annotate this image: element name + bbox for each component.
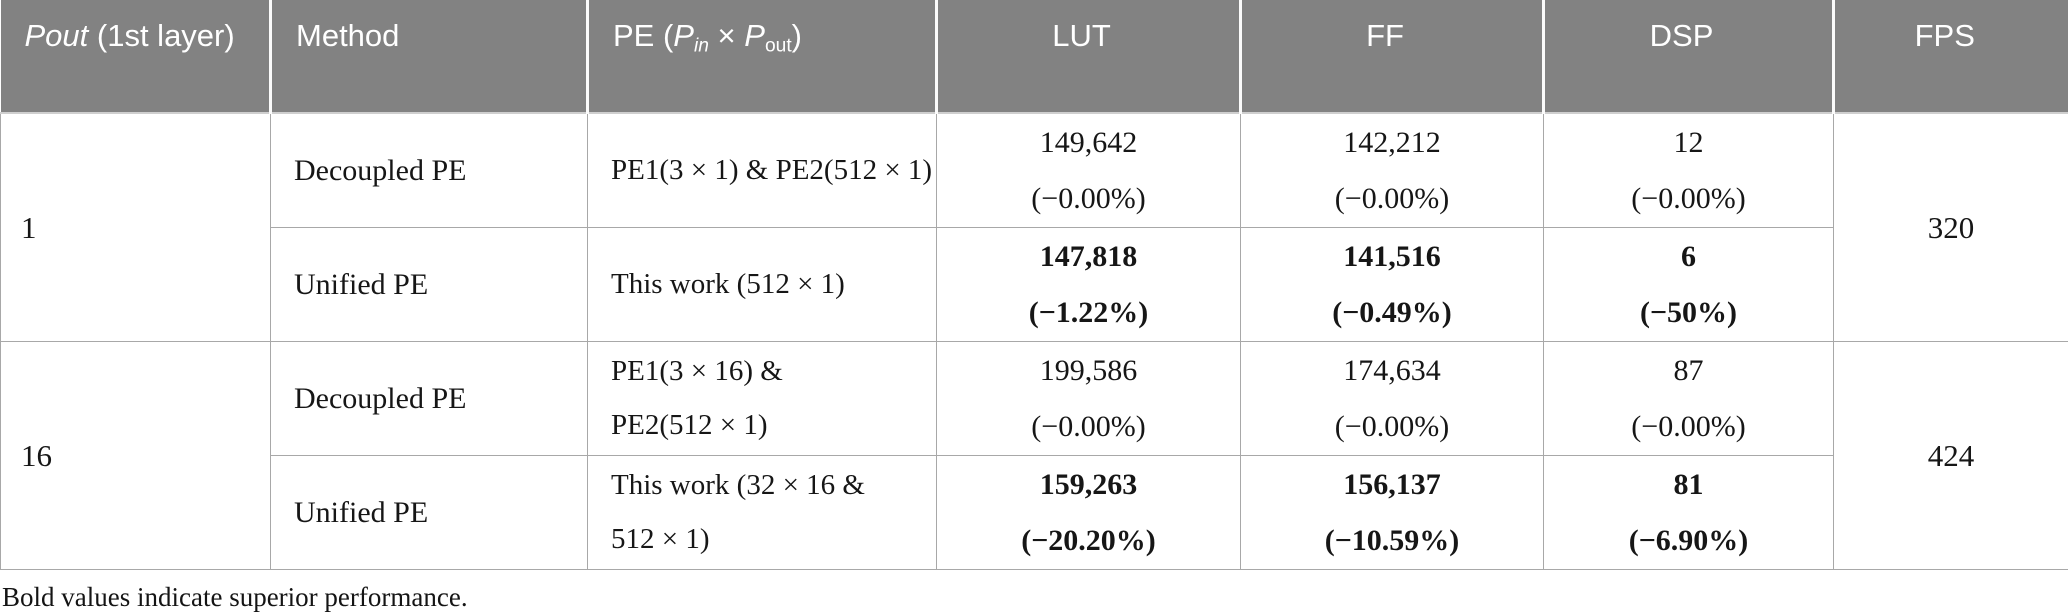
column-header-method: Method xyxy=(269,0,588,114)
pe-line1: PE1(3 × 1) & PE2(512 × 1) xyxy=(611,153,933,186)
column-header-ff: FF xyxy=(1239,0,1544,114)
pe-line1: PE1(3 × 16) & xyxy=(611,354,783,387)
lut-value: 147,818 xyxy=(1039,240,1138,273)
pout-header-rest: (1st layer) xyxy=(88,18,235,53)
dsp-cell: 6 (−50%) xyxy=(1543,227,1834,342)
method-cell: Unified PE xyxy=(270,227,588,342)
lut-cell: 159,263 (−20.20%) xyxy=(936,455,1241,570)
lut-percent: (−20.20%) xyxy=(1021,523,1156,557)
column-header-dsp: DSP xyxy=(1542,0,1834,114)
dsp-cell: 87 (−0.00%) xyxy=(1543,341,1834,456)
pe-line1: This work (32 × 16 & xyxy=(611,468,865,501)
method-cell: Decoupled PE xyxy=(270,112,588,228)
method-cell: Unified PE xyxy=(270,455,588,570)
lut-value: 199,586 xyxy=(1039,354,1138,387)
ff-value: 156,137 xyxy=(1343,468,1441,501)
ff-value: 142,212 xyxy=(1343,126,1441,159)
lut-cell: 147,818 (−1.22%) xyxy=(936,227,1241,342)
ff-cell: 174,634 (−0.00%) xyxy=(1240,341,1544,456)
table-footnote: Bold values indicate superior performanc… xyxy=(2,582,468,612)
ff-cell: 142,212 (−0.00%) xyxy=(1240,112,1544,228)
lut-cell: 199,586 (−0.00%) xyxy=(936,341,1241,456)
lut-percent: (−0.00%) xyxy=(1031,181,1146,215)
dsp-value: 87 xyxy=(1673,354,1704,387)
pe-header-suffix: ) xyxy=(791,18,802,53)
table-row: 1 Decoupled PE PE1(3 × 1) & PE2(512 × 1)… xyxy=(0,112,2068,342)
header-row: Pout (1st layer) Method PE (Pin × Pout) … xyxy=(0,0,2068,114)
fps-cell: 424 xyxy=(1833,341,2068,570)
pe-cell: PE1(3 × 1) & PE2(512 × 1) xyxy=(587,112,937,228)
pe-header-p1: P xyxy=(673,18,694,53)
pe-header-sub-in: in xyxy=(693,35,709,57)
dsp-value: 6 xyxy=(1681,240,1696,273)
column-header-fps: FPS xyxy=(1832,0,2068,114)
pe-header-sub-out: out xyxy=(764,35,792,57)
pe-line1: This work (512 × 1) xyxy=(611,267,845,300)
dsp-percent: (−50%) xyxy=(1639,295,1738,329)
ff-percent: (−0.00%) xyxy=(1334,409,1450,443)
fps-cell: 320 xyxy=(1833,112,2068,342)
ff-value: 141,516 xyxy=(1343,240,1441,273)
pout-header-italic: Pout xyxy=(24,18,89,53)
table-row: Unified PE This work (512 × 1) 147,818 (… xyxy=(1,227,2068,342)
pout-cell: 1 xyxy=(0,112,271,342)
column-header-pout: Pout (1st layer) xyxy=(0,0,271,114)
lut-cell: 149,642 (−0.00%) xyxy=(936,112,1241,228)
dsp-percent: (−0.00%) xyxy=(1631,181,1746,215)
ff-cell: 156,137 (−10.59%) xyxy=(1240,455,1544,570)
ff-value: 174,634 xyxy=(1343,354,1441,387)
lut-value: 149,642 xyxy=(1039,126,1138,159)
pe-cell: This work (32 × 16 & 512 × 1) xyxy=(587,455,937,570)
dsp-value: 81 xyxy=(1673,468,1704,501)
ff-cell: 141,516 (−0.49%) xyxy=(1240,227,1544,342)
lut-percent: (−1.22%) xyxy=(1028,295,1149,329)
column-header-pe: PE (Pin × Pout) xyxy=(586,0,937,114)
pe-header-prefix: PE ( xyxy=(613,18,674,53)
dsp-cell: 81 (−6.90%) xyxy=(1543,455,1834,570)
method-cell: Decoupled PE xyxy=(270,341,588,456)
dsp-cell: 12 (−0.00%) xyxy=(1543,112,1834,228)
pe-cell: PE1(3 × 16) & PE2(512 × 1) xyxy=(587,341,937,456)
column-header-lut: LUT xyxy=(935,0,1241,114)
results-table: Pout (1st layer) Method PE (Pin × Pout) … xyxy=(0,0,2068,570)
pe-line2: 512 × 1) xyxy=(611,522,710,555)
table-row: Unified PE This work (32 × 16 & 512 × 1)… xyxy=(1,455,2068,570)
lut-value: 159,263 xyxy=(1039,468,1138,501)
pe-cell: This work (512 × 1) xyxy=(587,227,937,342)
pe-header-p2: P xyxy=(744,18,765,53)
pe-line2: PE2(512 × 1) xyxy=(611,408,768,441)
ff-percent: (−0.49%) xyxy=(1332,295,1452,329)
ff-percent: (−10.59%) xyxy=(1324,523,1460,557)
table-row: 16 Decoupled PE PE1(3 × 16) & PE2(512 × … xyxy=(0,341,2068,570)
lut-percent: (−0.00%) xyxy=(1031,409,1146,443)
ff-percent: (−0.00%) xyxy=(1334,181,1450,215)
pout-cell: 16 xyxy=(0,341,271,570)
pe-header-times: × xyxy=(708,18,745,53)
dsp-percent: (−6.90%) xyxy=(1628,523,1749,557)
dsp-percent: (−0.00%) xyxy=(1631,409,1746,443)
dsp-value: 12 xyxy=(1673,126,1704,159)
